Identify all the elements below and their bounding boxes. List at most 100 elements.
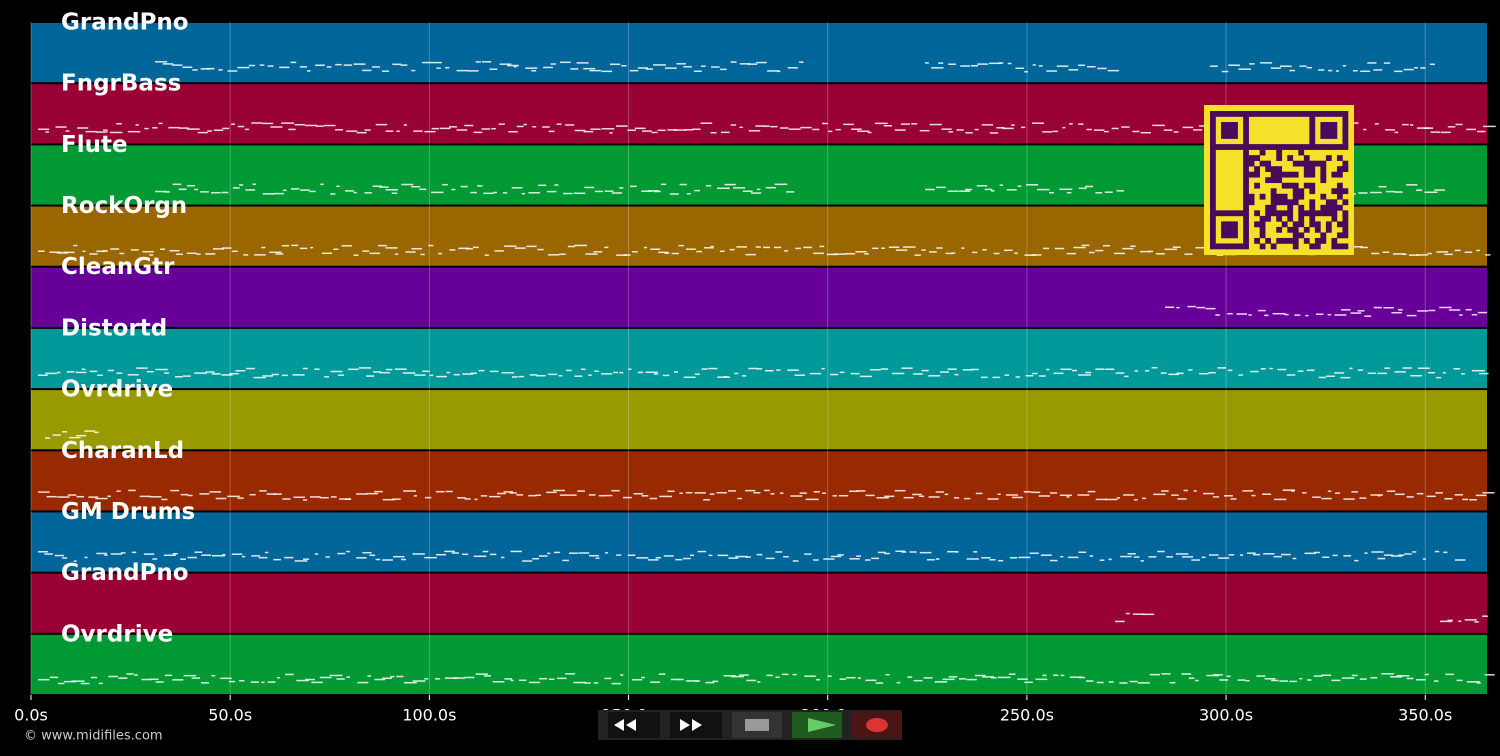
note-texture xyxy=(319,676,332,679)
note-texture xyxy=(1116,497,1121,499)
note-texture xyxy=(309,190,316,193)
qr-module xyxy=(1259,193,1266,200)
note-texture xyxy=(1164,248,1178,251)
qr-module xyxy=(1342,127,1349,134)
note-texture xyxy=(220,677,232,680)
qr-module xyxy=(1232,226,1238,233)
forward-button[interactable] xyxy=(670,712,722,738)
note-texture xyxy=(1004,249,1013,252)
stop-button[interactable] xyxy=(732,712,782,738)
play-button[interactable] xyxy=(792,712,842,738)
note-texture xyxy=(947,368,957,370)
note-texture xyxy=(392,498,401,500)
note-texture xyxy=(655,557,661,559)
qr-module xyxy=(1232,243,1238,250)
record-button[interactable] xyxy=(852,712,902,738)
rewind-button[interactable] xyxy=(608,712,660,738)
note-texture xyxy=(231,553,243,555)
note-texture xyxy=(1408,254,1420,256)
note-texture xyxy=(1272,312,1286,315)
qr-module xyxy=(1270,177,1277,184)
qr-module xyxy=(1303,160,1310,167)
note-texture xyxy=(896,681,901,684)
note-texture xyxy=(522,560,533,562)
note-texture xyxy=(1046,368,1050,371)
note-texture xyxy=(490,553,497,556)
note-texture xyxy=(1471,313,1478,316)
note-texture xyxy=(369,252,381,255)
note-texture xyxy=(501,372,515,374)
note-texture xyxy=(1245,679,1250,682)
note-texture xyxy=(783,556,789,558)
note-texture xyxy=(1394,493,1405,496)
note-texture xyxy=(149,496,162,498)
note-texture xyxy=(1046,70,1057,72)
qr-module xyxy=(1210,144,1216,150)
qr-module xyxy=(1232,133,1238,139)
qr-module xyxy=(1292,221,1299,228)
note-texture xyxy=(1434,189,1446,191)
note-texture xyxy=(449,126,458,128)
qr-module xyxy=(1292,171,1299,178)
note-texture xyxy=(786,191,795,193)
qr-module xyxy=(1243,116,1249,123)
note-texture xyxy=(1403,68,1414,71)
note-texture xyxy=(553,551,561,554)
note-texture xyxy=(819,245,825,248)
note-texture xyxy=(679,492,683,494)
qr-module xyxy=(1226,127,1233,134)
qr-module xyxy=(1292,111,1299,117)
note-texture xyxy=(619,371,624,374)
note-texture xyxy=(1060,555,1064,558)
note-texture xyxy=(535,494,542,497)
note-texture xyxy=(523,123,527,126)
note-texture xyxy=(1394,371,1406,373)
note-texture xyxy=(964,497,971,500)
note-texture xyxy=(1005,494,1019,496)
qr-module xyxy=(1243,155,1249,161)
note-texture xyxy=(970,368,979,371)
note-texture xyxy=(981,376,988,379)
note-texture xyxy=(1417,367,1430,369)
qr-module xyxy=(1276,111,1283,117)
note-texture xyxy=(402,372,416,374)
qr-module xyxy=(1265,210,1272,217)
note-texture xyxy=(936,247,943,249)
note-texture xyxy=(583,130,594,133)
note-texture xyxy=(1340,376,1351,379)
qr-module xyxy=(1336,221,1343,228)
note-texture xyxy=(1279,680,1288,682)
note-texture xyxy=(394,368,407,370)
note-texture xyxy=(981,124,994,126)
qr-module xyxy=(1243,122,1249,128)
qr-module xyxy=(1243,149,1249,156)
note-texture xyxy=(710,131,717,134)
note-texture xyxy=(804,675,816,677)
note-texture xyxy=(1341,677,1355,679)
note-texture xyxy=(724,183,736,186)
qr-module xyxy=(1243,133,1249,139)
qr-module xyxy=(1342,116,1349,123)
note-texture xyxy=(711,66,720,68)
note-texture xyxy=(1360,70,1371,73)
note-texture xyxy=(211,674,216,677)
note-texture xyxy=(1397,309,1403,311)
note-texture xyxy=(1433,680,1439,682)
qr-module xyxy=(1309,127,1316,134)
note-texture xyxy=(1215,314,1220,316)
note-texture xyxy=(816,678,820,681)
qr-module xyxy=(1259,215,1266,222)
qr-module xyxy=(1287,237,1294,244)
note-texture xyxy=(364,129,371,131)
note-texture xyxy=(647,559,659,561)
note-texture xyxy=(205,253,216,255)
note-texture xyxy=(191,677,201,679)
qr-module xyxy=(1281,221,1288,228)
note-texture xyxy=(438,252,443,255)
note-texture xyxy=(239,184,244,186)
note-texture xyxy=(1230,498,1237,500)
note-texture xyxy=(149,254,154,256)
qr-module xyxy=(1270,210,1277,217)
note-texture xyxy=(645,68,654,70)
note-texture xyxy=(583,67,596,70)
